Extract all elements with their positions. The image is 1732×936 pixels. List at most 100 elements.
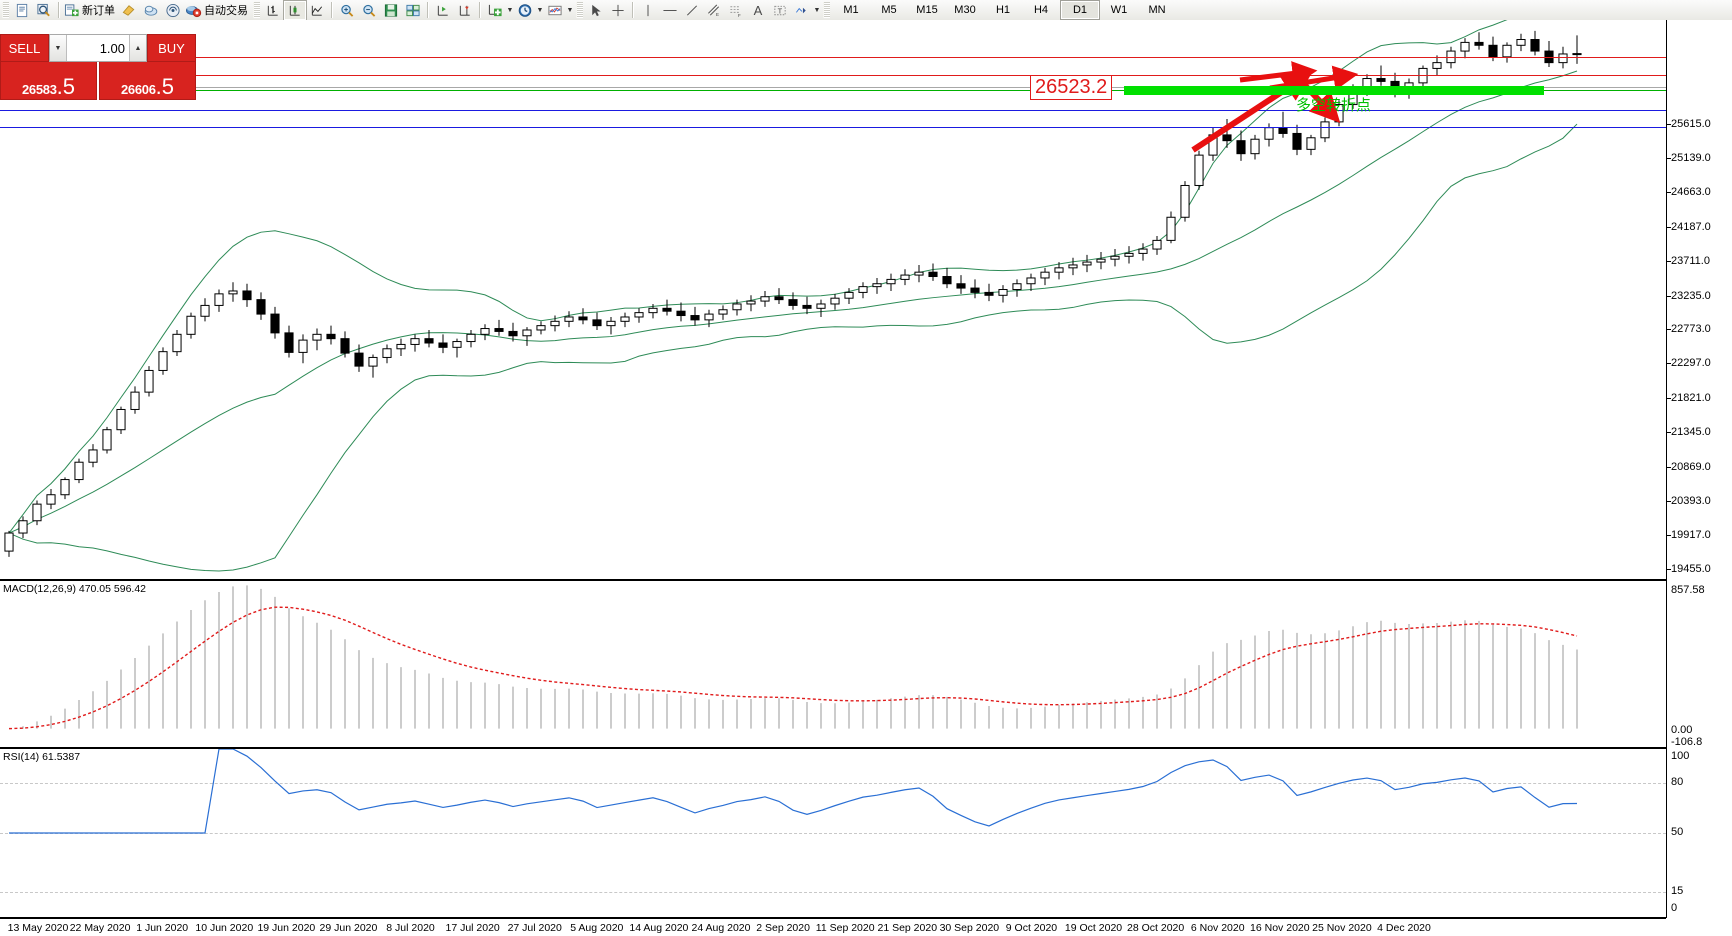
save-icon[interactable] (380, 1, 402, 20)
timeframe-w1[interactable]: W1 (1110, 4, 1128, 16)
timeframe-m15[interactable]: M15 (916, 4, 938, 16)
chart-shift-icon[interactable] (454, 1, 476, 20)
candle-body (774, 296, 784, 301)
time-axis[interactable]: 13 May 2020 22 May 2020 1 Jun 2020 10 Jun 2… (0, 918, 1666, 936)
candle-body (1264, 127, 1274, 140)
add-indicator-icon[interactable] (484, 1, 506, 20)
macd-axis[interactable]: 857.58 0.00 -106.8 (1666, 580, 1732, 748)
line-chart-icon[interactable] (306, 1, 328, 20)
candle-body (634, 312, 644, 318)
timeframe-h4[interactable]: H4 (1033, 4, 1049, 16)
candle-body (522, 329, 532, 337)
candle-body (1152, 239, 1162, 250)
time-tick-label-11: 24 Aug 2020 (691, 922, 751, 934)
volume-input[interactable]: 1.00 (99, 40, 125, 56)
cursor-arrow-icon[interactable] (585, 1, 607, 20)
auto-scroll-icon[interactable] (432, 1, 454, 20)
support-line-blue-1[interactable] (0, 110, 1666, 111)
expert-icon[interactable] (140, 1, 162, 20)
zoom-in-icon[interactable] (336, 1, 358, 20)
candle-body (354, 352, 364, 367)
resistance-line-1[interactable] (0, 57, 1666, 58)
autotrading-button[interactable]: 自动交易 (184, 2, 251, 18)
trendline-icon[interactable] (681, 1, 703, 20)
one-click-trading-panel[interactable]: SELL ▼ 1.00 ▲ BUY 26583.5 26606.5 (0, 34, 196, 100)
price-axis[interactable]: 25615.0 25139.0 24663.0 24187.0 23711.0 23235… (1666, 20, 1732, 580)
bar-chart-icon[interactable] (262, 1, 284, 20)
support-line-green[interactable] (0, 90, 1666, 91)
candle-body (1250, 138, 1260, 155)
candle-body (802, 304, 812, 309)
price-tick-label-2: 24663.0 (1671, 186, 1711, 199)
text-icon[interactable]: A (753, 2, 763, 18)
drawing-dropdown-arrow[interactable]: ▼ (813, 6, 821, 14)
buy-price[interactable]: 26606.5 (99, 62, 196, 100)
candle-body (1180, 184, 1190, 218)
toolbar-grip-4[interactable] (823, 2, 830, 18)
timeframe-h1[interactable]: H1 (995, 4, 1011, 16)
sell-price[interactable]: 26583.5 (0, 62, 97, 100)
new-chart-icon[interactable] (11, 1, 33, 20)
toolbar-grip[interactable] (2, 2, 9, 18)
timeframe-m5[interactable]: M5 (881, 4, 897, 16)
timeframe-m1[interactable]: M1 (843, 4, 859, 16)
tile-windows-icon[interactable] (402, 1, 424, 20)
time-tick-label-5: 29 Jun 2020 (319, 922, 378, 934)
toolbar-grip-2[interactable] (253, 2, 260, 18)
time-tick-label-22: 4 Dec 2020 (1377, 922, 1431, 934)
drawing-list-icon[interactable] (791, 1, 813, 20)
period-dropdown-arrow[interactable]: ▼ (536, 6, 544, 14)
candle-body (1474, 41, 1484, 46)
profiles-icon[interactable] (33, 1, 55, 20)
candle-body (116, 408, 126, 431)
volume-decrement-button[interactable]: ▼ (50, 35, 67, 61)
timeframe-d1[interactable]: D1 (1060, 0, 1100, 20)
candle-body (620, 316, 630, 322)
rsi-tick-label-1: 80 (1671, 775, 1684, 788)
price-tick-mark (1667, 535, 1671, 537)
macd-pane[interactable]: MACD(12,26,9) 470.05 596.42 (0, 580, 1666, 748)
zoom-out-icon[interactable] (358, 1, 380, 20)
rsi-pane[interactable]: RSI(14) 61.5387 (0, 748, 1666, 918)
buy-button[interactable]: BUY (147, 34, 196, 62)
period-clock-icon[interactable] (514, 1, 536, 20)
support-line-blue-2[interactable] (0, 127, 1666, 128)
metaeditor-icon[interactable] (118, 1, 140, 20)
candle-body (732, 303, 742, 311)
resistance-line-2[interactable] (0, 75, 1666, 76)
text-label-icon[interactable]: T (769, 1, 791, 20)
toolbar-grip-3[interactable] (576, 2, 583, 18)
volume-stepper[interactable]: ▼ 1.00 ▲ (49, 34, 147, 62)
signals-icon[interactable] (162, 1, 184, 20)
time-tick-label-6: 8 Jul 2020 (386, 922, 435, 934)
crosshair-icon[interactable] (607, 1, 629, 20)
templates-dropdown-arrow[interactable]: ▼ (566, 6, 574, 14)
sell-button[interactable]: SELL (0, 34, 49, 62)
chart-container[interactable]: 26523.2 多空转折点 25615.0 25139.0 24663.0 24187… (0, 20, 1732, 936)
vertical-line-icon[interactable] (637, 1, 659, 20)
horizontal-line-icon[interactable] (659, 1, 681, 20)
candle-body (1012, 283, 1022, 291)
new-order-button[interactable]: 新订单 (63, 2, 118, 18)
candle-body (858, 286, 868, 293)
timeframe-m30[interactable]: M30 (954, 4, 976, 16)
toolbar-separator (58, 2, 60, 18)
price-tick-label-1: 25139.0 (1671, 152, 1711, 165)
rsi-axis[interactable]: 100 80 50 15 0 (1666, 748, 1732, 918)
price-pane[interactable]: 26523.2 多空转折点 (0, 20, 1666, 580)
macd-title: MACD(12,26,9) 470.05 596.42 (3, 583, 147, 595)
equidistant-channel-icon[interactable]: E (703, 1, 725, 20)
price-tick-mark (1667, 261, 1671, 263)
fibonacci-icon[interactable]: F (725, 1, 747, 20)
grey-line[interactable] (0, 87, 1666, 88)
add-indicator-dropdown-arrow[interactable]: ▼ (506, 6, 514, 14)
timeframe-mn[interactable]: MN (1148, 4, 1166, 16)
templates-icon[interactable] (544, 1, 566, 20)
candlestick-chart-icon[interactable] (284, 0, 306, 20)
candle-body (60, 479, 70, 496)
chinese-annotation: 多空转折点 (1296, 96, 1372, 114)
volume-increment-button[interactable]: ▲ (129, 35, 146, 61)
main-toolbar[interactable]: 新订单 自动交易 ▼ (0, 0, 1732, 21)
candle-body (1040, 271, 1050, 279)
candle-body (1222, 134, 1232, 142)
